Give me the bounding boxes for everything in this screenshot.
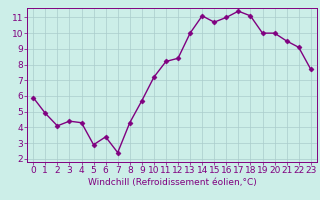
X-axis label: Windchill (Refroidissement éolien,°C): Windchill (Refroidissement éolien,°C) — [88, 178, 256, 187]
